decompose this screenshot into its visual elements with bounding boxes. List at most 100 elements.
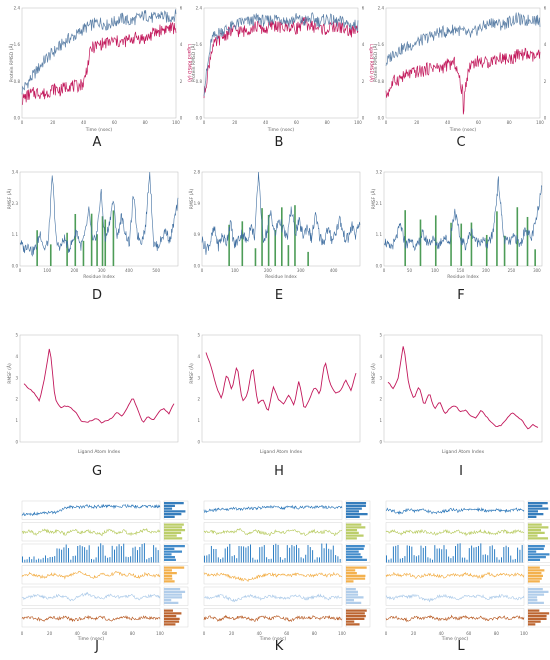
histogram-bar xyxy=(528,529,542,532)
hbond-bar xyxy=(81,546,83,563)
y-axis-label: RMSF (Å) xyxy=(6,189,13,210)
hbond-bar xyxy=(256,559,258,563)
histogram-bar xyxy=(528,623,536,626)
y-tick-label: 2 xyxy=(197,397,200,402)
hbond-bar xyxy=(72,555,74,563)
histogram-bar xyxy=(528,588,543,591)
hbond-bar xyxy=(521,545,523,563)
hbond-bar xyxy=(65,544,67,563)
y2-tick-label: 0 xyxy=(544,116,547,121)
hbond-bar xyxy=(33,556,35,563)
hbond-bar xyxy=(275,543,277,563)
x-tick-label: 40 xyxy=(439,631,445,636)
y-tick-label: 2.4 xyxy=(196,6,203,11)
property-line-rmsd xyxy=(385,614,525,623)
histogram-bar xyxy=(164,502,184,505)
contact-residue-bar xyxy=(434,215,437,266)
histogram-bar xyxy=(164,515,175,518)
contact-residue-bar xyxy=(534,249,536,266)
histogram-bar xyxy=(346,513,368,516)
hbond-bar xyxy=(330,549,332,563)
histogram-bar xyxy=(346,558,367,561)
x-tick-label: 100 xyxy=(520,631,528,636)
hbond-bar xyxy=(484,554,486,563)
hbond-bar xyxy=(332,545,334,563)
rmsf-line xyxy=(19,171,179,257)
histogram-bar xyxy=(164,553,172,556)
histogram-bar xyxy=(164,569,172,572)
hbond-bar xyxy=(130,556,132,563)
y-axis-label: RMSF (Å) xyxy=(370,363,377,384)
contact-residue-bar xyxy=(261,208,263,266)
histogram-bar xyxy=(528,609,540,612)
hbond-bar xyxy=(510,555,512,563)
y-tick-label: 0.0 xyxy=(376,264,383,269)
histogram-bar xyxy=(346,556,363,559)
hbond-bar xyxy=(31,559,33,563)
hbond-bar xyxy=(120,546,122,563)
panel-letter-l: L xyxy=(457,639,465,654)
contact-residue-bar xyxy=(287,245,290,266)
histogram-bar xyxy=(164,550,183,553)
hbond-bar xyxy=(206,555,208,563)
hbond-bar xyxy=(286,545,288,563)
histogram-bar xyxy=(164,580,175,583)
hbond-bar xyxy=(468,548,470,563)
y-tick-label: 3.4 xyxy=(12,170,19,175)
x-tick-label: 100 xyxy=(536,120,544,125)
y2-tick-label: 6 xyxy=(544,6,547,11)
x-tick-label: 80 xyxy=(143,120,149,125)
x-axis-label: Residue Index xyxy=(83,274,115,280)
x-axis-label: Ligand Atom Index xyxy=(442,449,485,455)
y-tick-label: 1 xyxy=(15,418,18,423)
histogram-bar xyxy=(528,531,545,534)
property-line-rgyr xyxy=(203,504,343,513)
y-tick-label: 0 xyxy=(197,440,200,445)
histogram-bar xyxy=(528,601,544,604)
hbond-bar xyxy=(259,547,261,563)
x-tick-label: 100 xyxy=(231,268,239,273)
hbond-bar xyxy=(498,559,500,563)
histogram-bar xyxy=(346,550,359,553)
hbond-bar xyxy=(466,559,468,563)
x-tick-label: 40 xyxy=(257,631,263,636)
panel-letter-i: I xyxy=(459,464,463,479)
x-tick-label: 60 xyxy=(476,120,482,125)
hbond-bar xyxy=(240,546,242,563)
histogram-bar xyxy=(528,504,543,507)
x-tick-label: 20 xyxy=(47,631,53,636)
panel-letter-b: B xyxy=(275,135,284,150)
hbond-bar xyxy=(220,559,222,563)
property-line-sasa xyxy=(385,571,525,579)
protein-rmsd-line xyxy=(203,12,359,97)
hbond-bar xyxy=(243,546,245,563)
contact-residue-bar xyxy=(485,234,488,266)
hbond-bar xyxy=(91,558,92,563)
histogram-bar xyxy=(528,572,542,575)
histogram-bar xyxy=(164,601,179,604)
x-axis-label: Ligand Atom Index xyxy=(78,449,121,455)
hbond-bar xyxy=(415,556,417,563)
y-tick-label: 0.0 xyxy=(14,116,21,121)
hbond-bar xyxy=(411,546,413,563)
hbond-bar xyxy=(268,559,270,563)
contact-residue-bar xyxy=(450,222,452,266)
hbond-bar xyxy=(323,548,325,563)
hbond-bar xyxy=(146,559,148,563)
histogram-bar xyxy=(528,547,544,550)
hbond-bar xyxy=(68,548,69,563)
hbond-bar xyxy=(28,556,30,563)
hbond-bar xyxy=(231,556,233,563)
histogram-bar xyxy=(528,569,545,572)
hbond-bar xyxy=(157,550,159,563)
x-tick-label: 150 xyxy=(457,268,465,273)
property-frame-sasa xyxy=(385,565,525,585)
x-tick-label: 200 xyxy=(71,268,79,273)
panel-letter-c: C xyxy=(456,135,465,150)
hbond-bar xyxy=(505,545,507,563)
y-tick-label: 2 xyxy=(15,397,18,402)
y-tick-label: 2.8 xyxy=(194,170,201,175)
hbond-bar xyxy=(302,558,304,563)
y2-tick-label: 6 xyxy=(362,6,365,11)
histogram-bar xyxy=(164,545,185,548)
